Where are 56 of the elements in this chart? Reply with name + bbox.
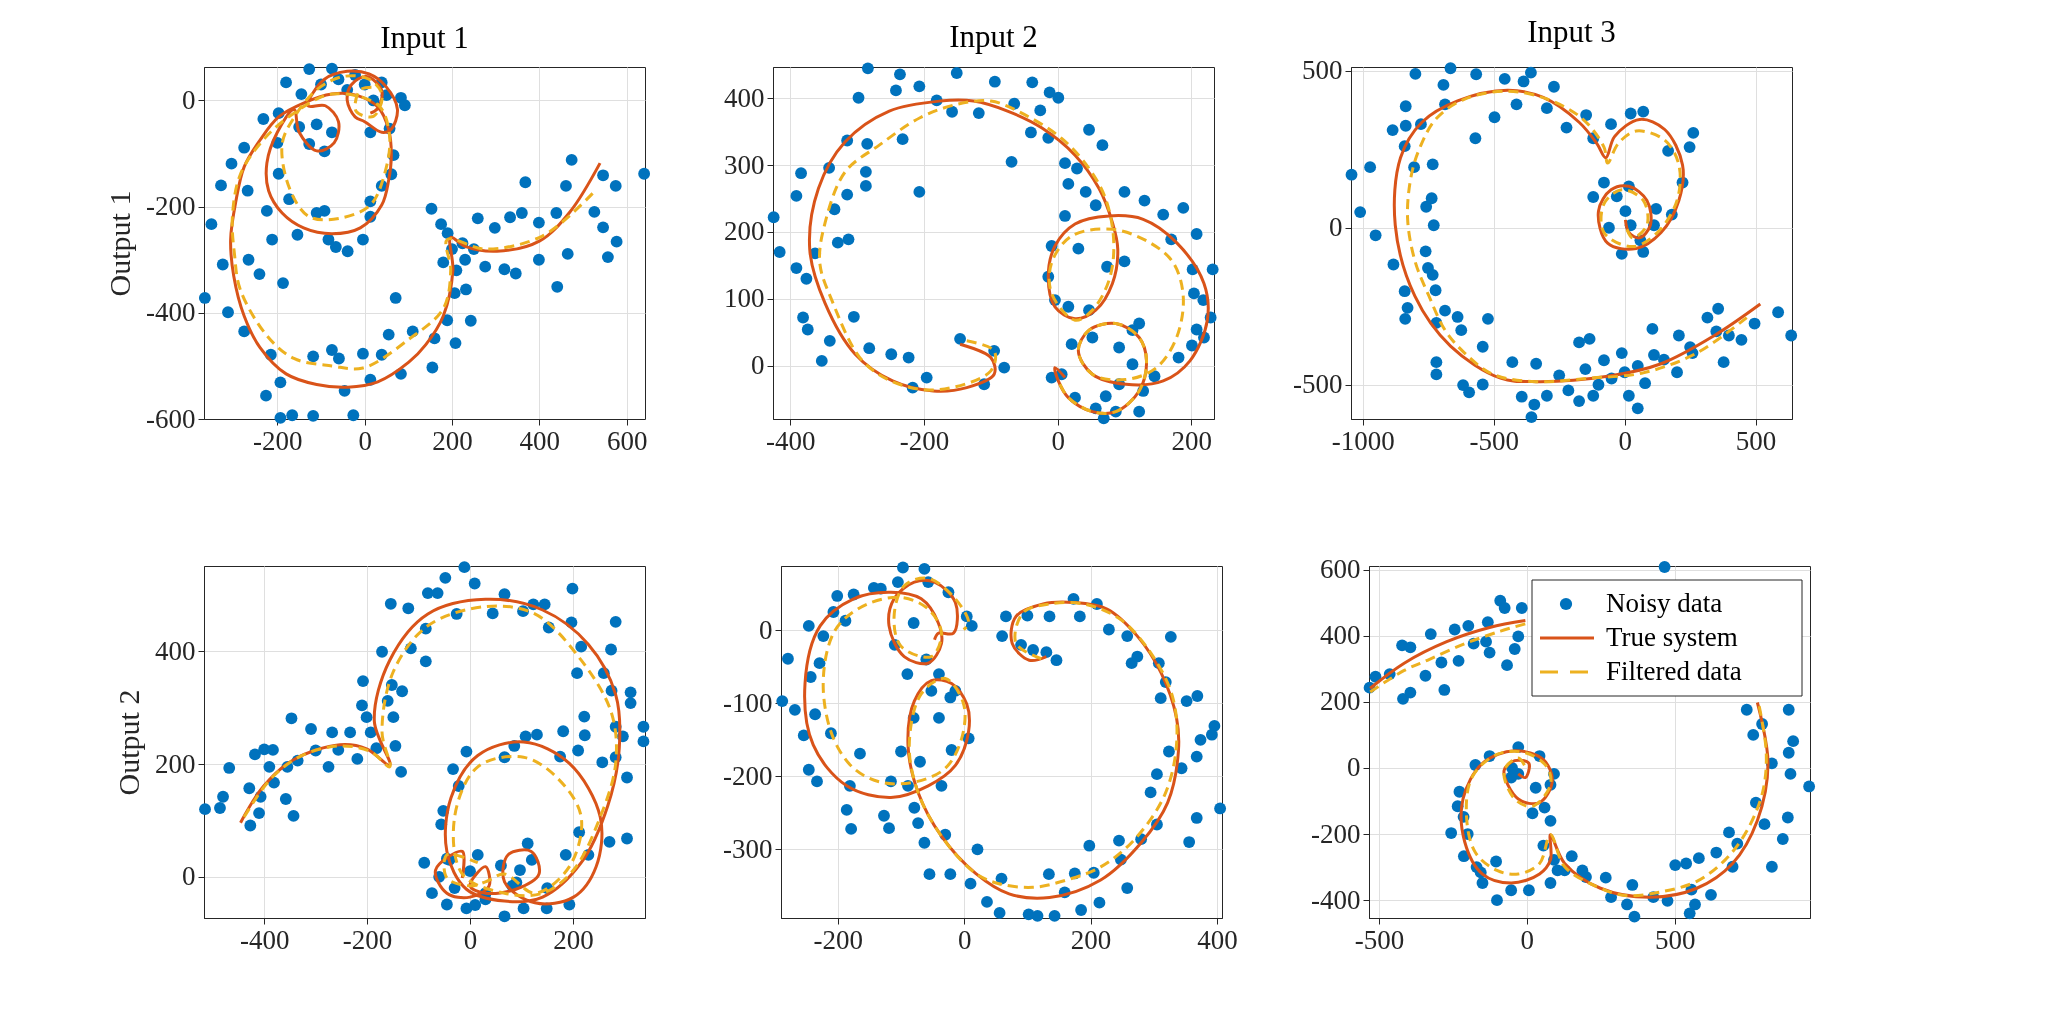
- x-tick-label: 400: [1197, 924, 1238, 955]
- x-tick-label: -1000: [1331, 425, 1395, 456]
- x-tick-label: 600: [606, 425, 648, 456]
- x-tick-label: -200: [342, 924, 393, 955]
- x-tick-label: -500: [1354, 924, 1405, 955]
- x-tick-label: -200: [899, 425, 950, 456]
- x-tick-label: 200: [432, 425, 473, 456]
- y-tick-label: 0: [759, 614, 773, 645]
- x-tick-label: 500: [1654, 924, 1696, 955]
- y-tick-label: 100: [724, 283, 765, 314]
- legend-label: True system: [1606, 622, 1738, 652]
- y-tick-label: 200: [1320, 686, 1361, 717]
- y-tick-label: -200: [723, 760, 773, 791]
- x-tick-label: -400: [239, 924, 290, 955]
- x-tick-label: 200: [1070, 924, 1112, 955]
- y-tick-label: 200: [724, 216, 765, 247]
- chart-title: Input 3: [1527, 13, 1616, 49]
- legend-label: Filtered data: [1606, 656, 1742, 686]
- x-tick-label: 0: [1520, 924, 1535, 955]
- y-tick-label: -600: [146, 403, 196, 434]
- legend-label: Noisy data: [1606, 588, 1723, 618]
- x-tick-label: 0: [358, 425, 372, 456]
- x-tick-label: 400: [519, 425, 561, 456]
- y-tick-label: 300: [724, 149, 765, 180]
- y-tick-label: -400: [1311, 884, 1361, 915]
- x-tick-label: 200: [553, 924, 594, 955]
- y-tick-label: -200: [146, 191, 196, 222]
- y-tick-label: 0: [1329, 212, 1343, 243]
- x-tick-label: 200: [1171, 425, 1213, 456]
- y-tick-label: 200: [155, 748, 196, 779]
- chart-title: Input 2: [949, 19, 1038, 55]
- y-tick-label: 400: [1320, 620, 1361, 651]
- y-tick-label: 0: [182, 861, 196, 892]
- x-tick-label: -200: [813, 924, 864, 955]
- y-tick-label: 400: [724, 82, 765, 113]
- y-tick-label: 600: [1320, 554, 1361, 585]
- y-tick-label: -500: [1293, 369, 1343, 400]
- x-tick-label: 0: [1051, 425, 1065, 456]
- x-tick-label: 0: [1618, 425, 1632, 456]
- chart-title: Input 1: [380, 19, 469, 55]
- y-tick-label: 0: [1347, 752, 1361, 783]
- y-tick-label: 0: [182, 84, 196, 115]
- x-tick-label: 500: [1735, 425, 1777, 456]
- x-tick-label: 0: [463, 924, 478, 955]
- x-tick-label: 0: [957, 924, 972, 955]
- y-tick-label: -300: [723, 833, 773, 864]
- x-tick-label: -200: [253, 425, 303, 456]
- y-tick-label: 400: [155, 635, 196, 666]
- y-tick-label: -100: [723, 687, 773, 718]
- y-axis-title: Output 1: [103, 190, 137, 297]
- y-tick-label: 0: [751, 350, 765, 381]
- y-tick-label: 500: [1302, 55, 1343, 86]
- y-axis-title: Output 2: [112, 689, 145, 796]
- x-tick-label: -500: [1469, 425, 1519, 456]
- y-tick-label: -200: [1311, 818, 1361, 849]
- y-tick-label: -400: [146, 297, 196, 328]
